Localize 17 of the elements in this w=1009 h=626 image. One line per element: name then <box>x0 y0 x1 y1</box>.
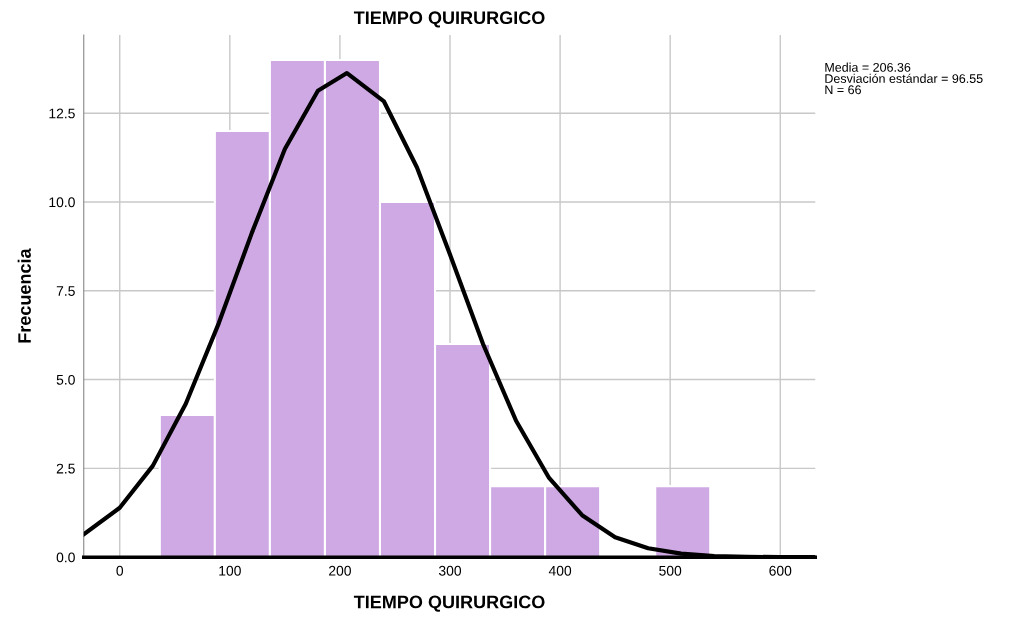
x-tick-label: 300 <box>438 565 462 576</box>
x-tick-label: 200 <box>329 565 351 576</box>
y-tick-label: 12.5 <box>49 108 75 119</box>
chart-title: TIEMPO QUIRURGICO <box>353 11 545 28</box>
y-tick-label: 7.5 <box>56 286 75 296</box>
y-tick-label: 10.0 <box>49 197 75 208</box>
x-tick-label: 600 <box>769 565 792 576</box>
x-tick-label: 400 <box>548 565 572 576</box>
x-tick-label: 0 <box>116 565 124 576</box>
x-tick-label: 100 <box>219 565 241 576</box>
text: Media = 206.36 Desviación estándar = 96.55 N = 66 <box>825 62 983 95</box>
y-tick-label: 2.5 <box>56 463 75 474</box>
y-axis-title: Frecuencia <box>17 248 31 343</box>
y-tick-label: 0.0 <box>56 552 75 563</box>
x-tick-label: 500 <box>659 565 682 576</box>
x-axis-title: TIEMPO QUIRURGICO <box>353 595 545 612</box>
y-tick-label: 5.0 <box>56 374 75 385</box>
